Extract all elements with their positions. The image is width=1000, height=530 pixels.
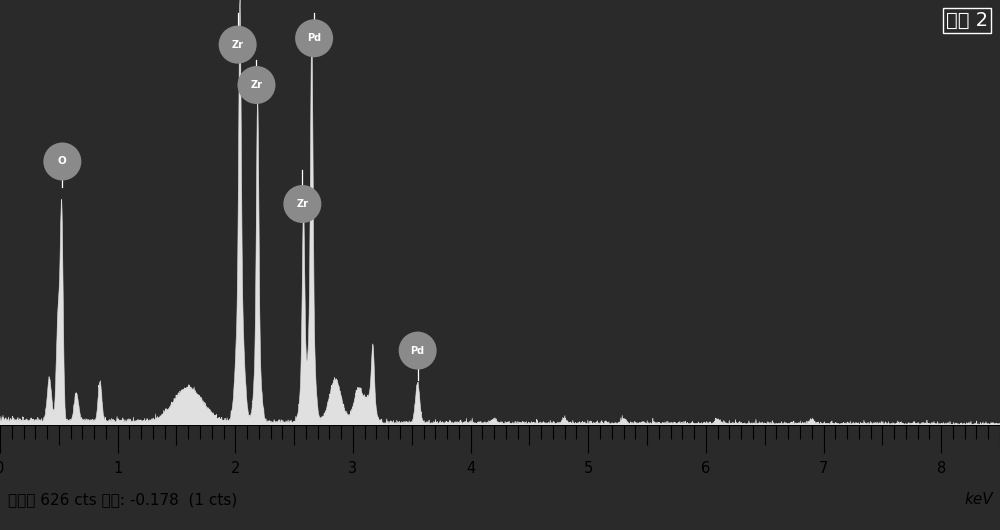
Text: 6: 6 bbox=[701, 461, 711, 476]
Text: 7: 7 bbox=[819, 461, 828, 476]
Text: 8: 8 bbox=[937, 461, 946, 476]
Text: 1: 1 bbox=[113, 461, 122, 476]
Text: 5: 5 bbox=[584, 461, 593, 476]
Ellipse shape bbox=[219, 25, 257, 64]
Ellipse shape bbox=[237, 66, 275, 104]
Ellipse shape bbox=[283, 185, 321, 223]
Text: 4: 4 bbox=[466, 461, 475, 476]
Ellipse shape bbox=[43, 143, 81, 181]
Text: Zr: Zr bbox=[232, 40, 244, 50]
Text: 谱图 2: 谱图 2 bbox=[946, 11, 988, 30]
Text: keV: keV bbox=[964, 492, 993, 507]
Text: Pd: Pd bbox=[307, 33, 321, 43]
Text: 0: 0 bbox=[0, 461, 5, 476]
Text: Pd: Pd bbox=[411, 346, 425, 356]
Ellipse shape bbox=[399, 332, 437, 369]
Text: Zr: Zr bbox=[296, 199, 308, 209]
Text: O: O bbox=[58, 156, 67, 166]
Text: 满量程 626 cts 光标: -0.178  (1 cts): 满量程 626 cts 光标: -0.178 (1 cts) bbox=[8, 492, 237, 507]
Ellipse shape bbox=[295, 19, 333, 57]
Text: 2: 2 bbox=[231, 461, 240, 476]
Text: 3: 3 bbox=[348, 461, 358, 476]
Text: Zr: Zr bbox=[250, 80, 262, 90]
